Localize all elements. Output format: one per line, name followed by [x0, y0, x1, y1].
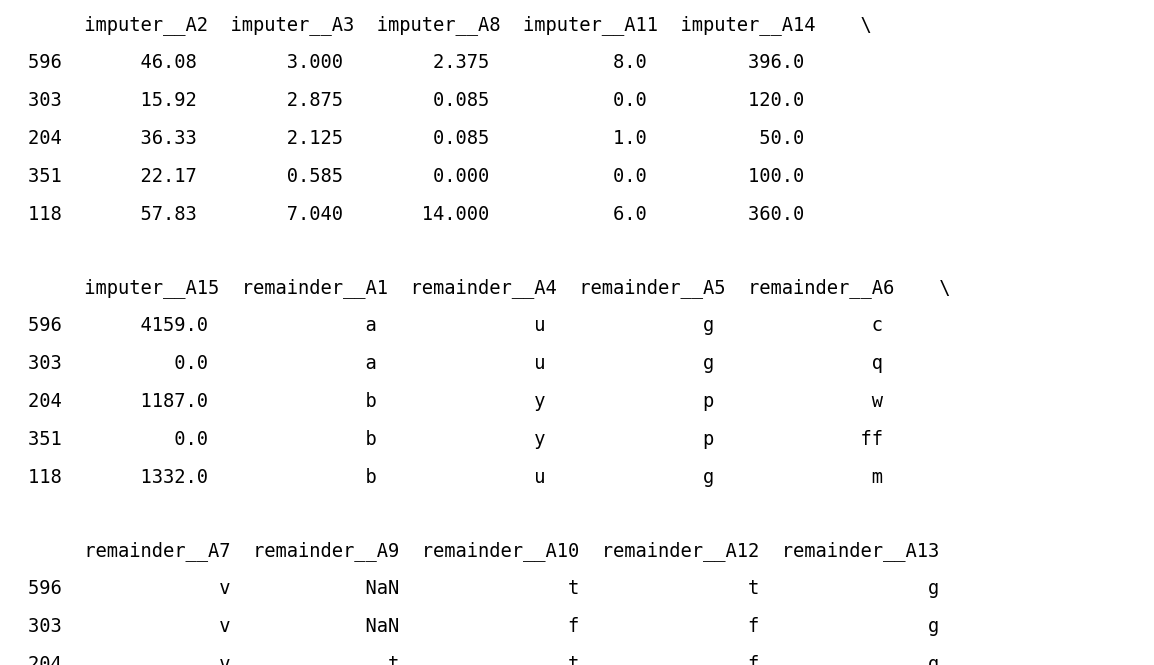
Text: 596       4159.0              a              u              g              c: 596 4159.0 a u g c: [28, 316, 883, 335]
Text: 118       57.83        7.040       14.000           6.0         360.0: 118 57.83 7.040 14.000 6.0 360.0: [28, 205, 804, 224]
Text: imputer__A2  imputer__A3  imputer__A8  imputer__A11  imputer__A14    \: imputer__A2 imputer__A3 imputer__A8 impu…: [28, 15, 871, 35]
Text: 118       1332.0              b              u              g              m: 118 1332.0 b u g m: [28, 468, 883, 487]
Text: 303          0.0              a              u              g              q: 303 0.0 a u g q: [28, 354, 883, 373]
Text: 204       1187.0              b              y              p              w: 204 1187.0 b y p w: [28, 392, 883, 411]
Text: 596       46.08        3.000        2.375           8.0         396.0: 596 46.08 3.000 2.375 8.0 396.0: [28, 53, 804, 72]
Text: remainder__A7  remainder__A9  remainder__A10  remainder__A12  remainder__A13: remainder__A7 remainder__A9 remainder__A…: [28, 541, 939, 561]
Text: 204       36.33        2.125        0.085           1.0          50.0: 204 36.33 2.125 0.085 1.0 50.0: [28, 129, 804, 148]
Text: 351       22.17        0.585        0.000           0.0         100.0: 351 22.17 0.585 0.000 0.0 100.0: [28, 167, 804, 186]
Text: 351          0.0              b              y              p             ff: 351 0.0 b y p ff: [28, 430, 883, 449]
Text: 596              v            NaN               t               t               : 596 v NaN t t: [28, 579, 939, 598]
Text: imputer__A15  remainder__A1  remainder__A4  remainder__A5  remainder__A6    \: imputer__A15 remainder__A1 remainder__A4…: [28, 278, 951, 298]
Text: 303              v            NaN               f               f               : 303 v NaN f f: [28, 617, 939, 636]
Text: 204              v              t               t               f               : 204 v t t f: [28, 655, 939, 665]
Text: 303       15.92        2.875        0.085           0.0         120.0: 303 15.92 2.875 0.085 0.0 120.0: [28, 91, 804, 110]
